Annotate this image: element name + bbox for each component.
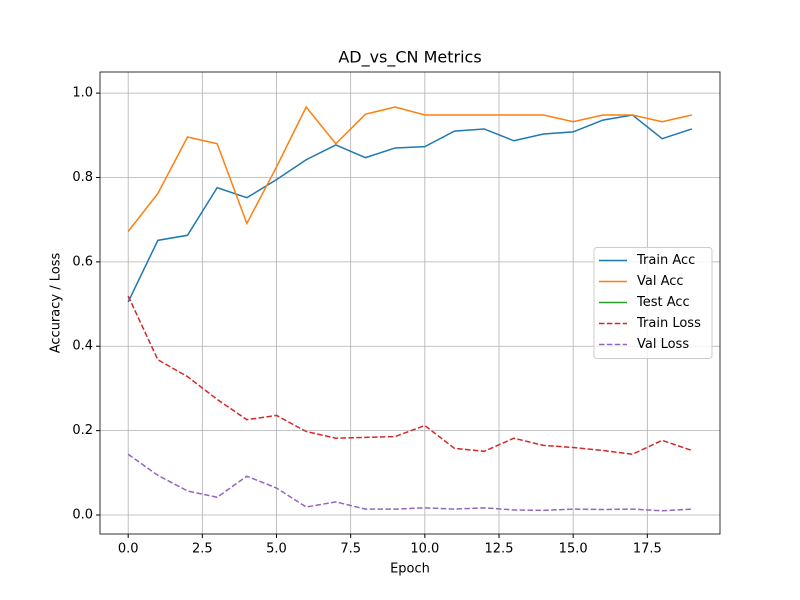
y-tick-label: 0.2 <box>72 423 93 438</box>
series-line <box>127 295 693 456</box>
series-line <box>127 114 693 303</box>
x-tick-label: 7.5 <box>340 542 361 557</box>
x-tick-label: 10.0 <box>410 542 439 557</box>
y-axis-label: Accuracy / Loss <box>49 253 64 354</box>
legend-label: Val Acc <box>637 274 684 289</box>
series-line <box>127 453 692 512</box>
legend-label: Train Loss <box>636 316 701 331</box>
legend-box <box>593 247 713 359</box>
x-tick-label: 12.5 <box>485 542 514 557</box>
x-tick-label: 17.5 <box>633 542 662 557</box>
legend-label: Val Loss <box>637 337 689 352</box>
plot-frame <box>99 71 721 535</box>
y-tick-label: 0.4 <box>72 339 93 354</box>
y-tick-label: 0.6 <box>72 254 93 269</box>
x-tick-label: 0.0 <box>118 542 139 557</box>
legend-label: Test Acc <box>636 295 690 310</box>
x-tick-label: 5.0 <box>266 542 287 557</box>
x-tick-label: 2.5 <box>192 542 213 557</box>
series-line <box>127 105 692 232</box>
x-axis-label: Epoch <box>390 562 430 577</box>
legend-label: Train Acc <box>636 253 695 268</box>
x-tick-label: 15.0 <box>559 542 588 557</box>
y-tick-label: 0.0 <box>72 508 93 523</box>
y-tick-label: 1.0 <box>72 86 93 101</box>
y-tick-label: 0.8 <box>72 170 93 185</box>
chart-title: AD_vs_CN Metrics <box>338 48 481 68</box>
